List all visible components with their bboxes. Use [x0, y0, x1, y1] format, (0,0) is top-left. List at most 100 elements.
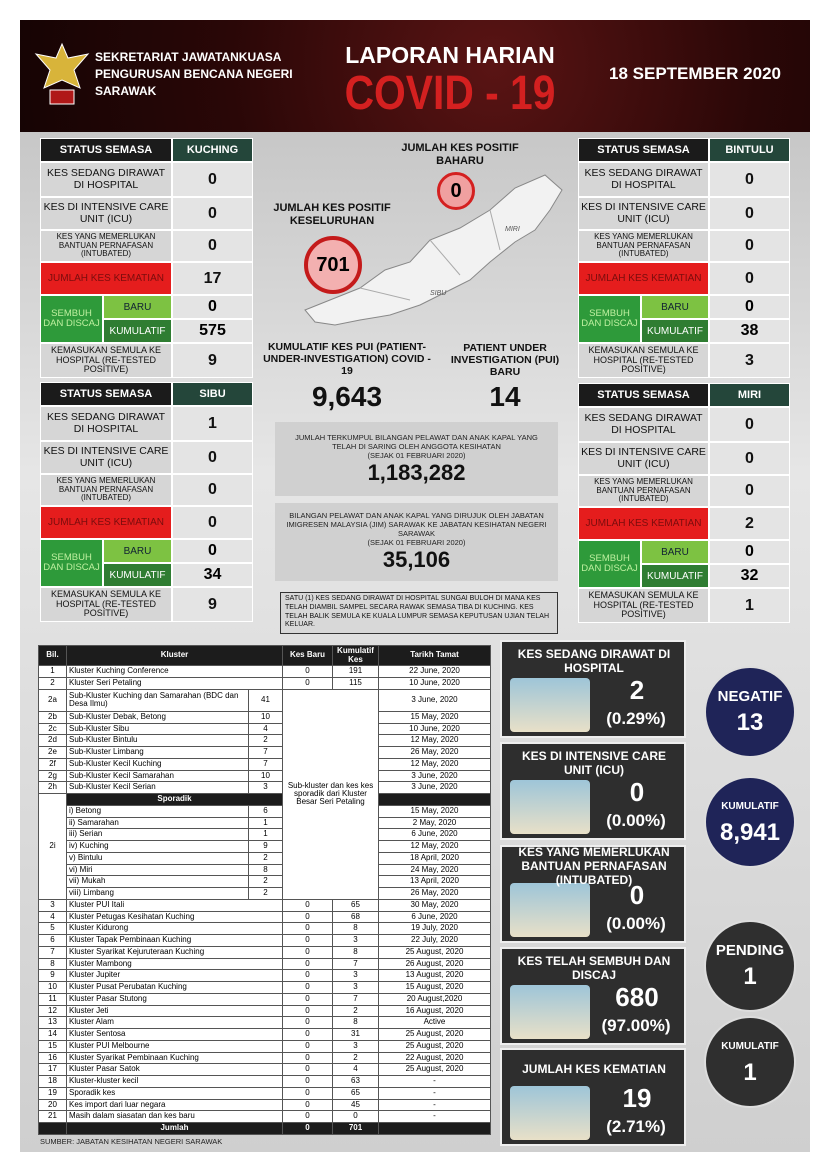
status-value: 0 — [172, 295, 253, 319]
status-label: KES YANG MEMERLUKAN BANTUAN PERNAFASAN (… — [578, 230, 709, 262]
table-cell: 5 — [38, 922, 67, 935]
circle-label: NEGATIF — [717, 688, 783, 706]
table-cell: 31 — [332, 1028, 379, 1041]
circle-value: 1 — [743, 1059, 757, 1087]
org-name: PENGURUSAN BENCANA NEGERI — [95, 67, 293, 81]
table-cell: Kluster Syarikat Pembinaan Kuching — [66, 1051, 283, 1065]
map-label: SIBU — [430, 290, 447, 297]
table-cell: 25 August, 2020 — [378, 1039, 491, 1053]
table-cell: 2i — [38, 793, 67, 900]
table-cell: Kluster Jeti — [66, 1004, 283, 1018]
table-cell: Kluster Alam — [66, 1016, 283, 1029]
table-cell: 2 — [248, 887, 283, 900]
cumulative-label: KUMULATIF — [103, 563, 172, 587]
table-cell: Sub-Kluster Sibu — [66, 722, 249, 736]
table-cell: 3 — [332, 1039, 379, 1053]
table-row: 6 Kluster Tapak Pembinaan Kuching 0 3 22 Jul… — [38, 934, 491, 947]
table-cell: 63 — [332, 1075, 379, 1088]
status-label: KES SEDANG DIRAWAT DI HOSPITAL — [578, 162, 709, 197]
table-cell: 9 — [248, 840, 283, 853]
table-row: 19 Sporadik kes 0 65- — [38, 1086, 491, 1100]
table-cell: 13 April, 2020 — [378, 875, 491, 888]
panel-value: 0 — [629, 777, 645, 808]
circle-label: PENDING — [715, 942, 785, 960]
table-cell: 6 June, 2020 — [378, 828, 491, 841]
table-cell: 7 — [248, 757, 283, 771]
table-cell: Sporadik kes — [66, 1086, 283, 1100]
table-row: 1 Kluster Kuching Conference 0 191 22 June, … — [38, 665, 491, 678]
table-cell: 0 — [282, 1051, 333, 1065]
cumulative-label: KUMULATIF — [641, 564, 709, 588]
table-row: 8 Kluster Mambong 0 7 26 August, 2020 — [38, 957, 491, 971]
table-row: v) Bintulu 2 18 April, 2020 — [39, 851, 491, 865]
district-name: MIRI — [709, 383, 790, 407]
status-label: KES DI INTENSIVE CARE UNIT (ICU) — [40, 197, 172, 230]
table-cell: 0 — [282, 1004, 333, 1018]
table-cell: 115 — [332, 676, 379, 690]
status-label: KES YANG MEMERLUKAN BANTUAN PERNAFASAN (… — [40, 474, 172, 506]
table-cell: 11 — [38, 992, 67, 1006]
stat-circle — [704, 1016, 796, 1108]
table-row: Jumlah 0 701 — [38, 1122, 491, 1135]
table-cell: iii) Serian — [66, 828, 249, 841]
table-cell: Kluster Sentosa — [66, 1028, 283, 1041]
table-cell: 22 August, 2020 — [378, 1051, 491, 1065]
table-cell: 3 — [332, 981, 379, 994]
table-cell: 10 — [248, 710, 283, 724]
pui-new-label: PATIENT UNDER INVESTIGATION (PUI) BARU — [450, 341, 560, 379]
new-label: BARU — [641, 295, 709, 319]
status-value: 0 — [709, 407, 790, 442]
table-row: 2h Sub-Kluster Kecil Serian 3 3 June, 2020 — [38, 781, 491, 794]
table-cell: 3 June, 2020 — [378, 769, 491, 783]
panel-value: 19 — [622, 1083, 652, 1114]
table-cell: 2 — [248, 875, 283, 888]
status-label: JUMLAH KES KEMATIAN — [578, 262, 709, 295]
table-cell: Kes import dari luar negara — [66, 1098, 283, 1112]
table-cell: 14 — [38, 1028, 67, 1041]
referred-label: BILANGAN PELAWAT DAN ANAK KAPAL YANG DIR… — [286, 511, 547, 538]
table-cell: Kluster Kuching Conference — [66, 665, 283, 678]
status-label: KEMASUKAN SEMULA KE HOSPITAL (RE-TESTED … — [578, 588, 709, 623]
table-cell: Active — [378, 1016, 491, 1029]
status-value: 0 — [709, 197, 790, 230]
table-cell: 2g — [38, 769, 67, 783]
map — [304, 174, 563, 326]
table-row: 4 Kluster Petugas Kesihatan Kuching 0 68 6 J… — [38, 910, 491, 924]
status-value: 32 — [709, 564, 790, 588]
table-cell: 17 — [38, 1063, 67, 1076]
table-row: 16 Kluster Syarikat Pembinaan Kuching 0 2 22… — [38, 1051, 491, 1065]
status-value: 575 — [172, 319, 253, 343]
table-cell: 13 — [38, 1016, 67, 1029]
state-panel: KES TELAH SEMBUH DAN DISCAJ 680 (97.00%) — [500, 947, 686, 1045]
table-cell: 13 August, 2020 — [378, 969, 491, 982]
sporadik-title: Sporadik — [66, 793, 283, 806]
status-label: KES SEDANG DIRAWAT DI HOSPITAL — [578, 407, 709, 442]
source: SUMBER: JABATAN KESIHATAN NEGERI SARAWAK — [40, 1137, 223, 1146]
status-label: KEMASUKAN SEMULA KE HOSPITAL (RE-TESTED … — [40, 587, 172, 622]
table-cell: 0 — [282, 1110, 333, 1123]
status-label: KEMASUKAN SEMULA KE HOSPITAL (RE-TESTED … — [578, 343, 709, 378]
status-value: 0 — [709, 475, 790, 507]
table-cell: 0 — [282, 981, 333, 994]
stat-circle — [704, 776, 796, 868]
new-label: BARU — [103, 539, 172, 563]
header-cell: Kumulatif Kes — [332, 645, 379, 666]
screened-value: 1,183,282 — [367, 459, 466, 485]
table-row: 15 Kluster PUI Melbourne 0 3 25 August, 2020 — [38, 1039, 491, 1053]
circle-value: 8,941 — [719, 819, 781, 847]
table-cell: 8 — [38, 957, 67, 971]
table-cell: Sub-Kluster Kecil Serian — [66, 781, 249, 794]
table-cell: 15 May, 2020 — [378, 710, 491, 724]
table-cell: 0 — [282, 934, 333, 947]
table-row: 2a Sub-Kluster Kuching dan Samarahan (BDC… — [38, 688, 491, 900]
pui-new: 14 — [489, 380, 521, 412]
table-cell: 0 — [282, 1039, 333, 1053]
state-panel: KES DI INTENSIVE CARE UNIT (ICU) 0 (0.00%) — [500, 742, 686, 840]
header-cell: Kes Baru — [282, 645, 333, 666]
cumulative-label: KUMULATIF — [641, 319, 709, 343]
table-row: vii) Mukah 2 13 April, 2020 — [39, 875, 491, 888]
table-row: 21 Masih dalam siasatan dan kes baru 0 0- — [38, 1110, 491, 1123]
header-band — [20, 20, 810, 132]
table-cell: 19 July, 2020 — [378, 922, 491, 935]
status-value: 0 — [172, 506, 253, 539]
